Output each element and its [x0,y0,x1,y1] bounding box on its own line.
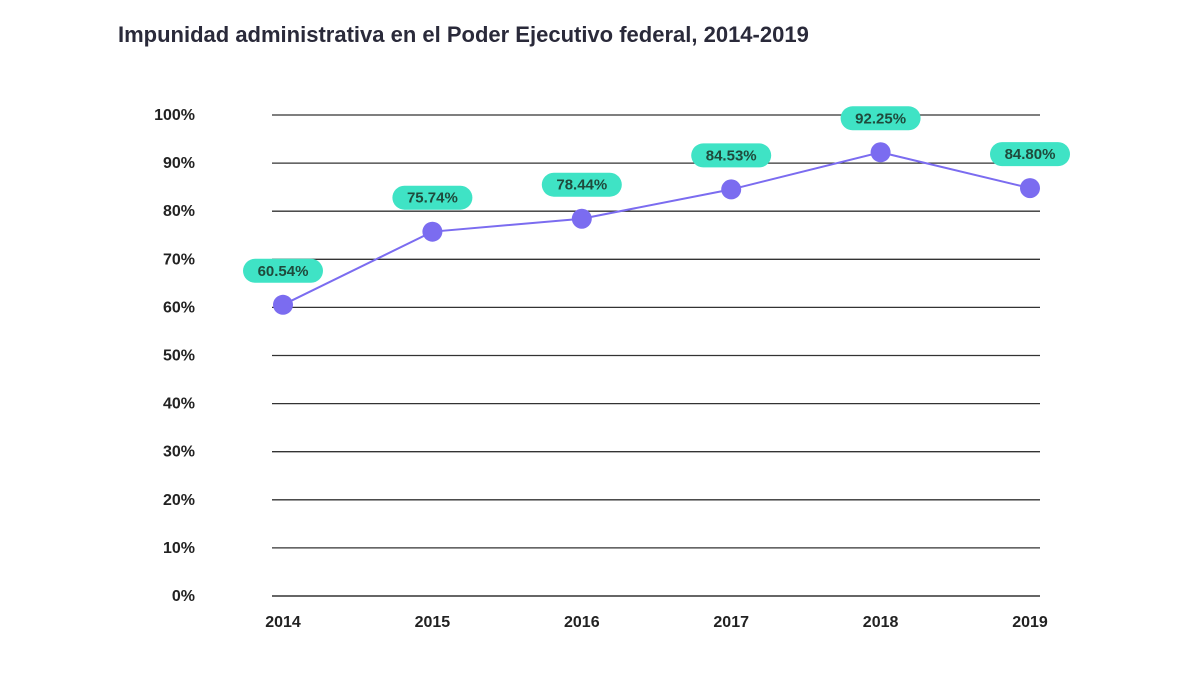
series-line-path [282,151,1031,306]
x-tick-label: 2015 [415,614,451,631]
data-label: 84.80% [1005,146,1056,163]
y-tick-label: 0% [172,588,195,605]
x-tick-label: 2019 [1012,614,1048,631]
data-label: 78.44% [556,177,607,194]
gridlines [272,114,1040,597]
y-tick-label: 10% [163,540,195,557]
data-point [1020,178,1040,199]
y-axis-ticks: 0% 10% 20% 30% 40% 50% 60% 70% 80% 90% 100% [154,107,195,605]
data-point [870,142,891,163]
y-tick-label: 70% [163,251,195,268]
data-label: 75.74% [407,190,458,207]
x-tick-label: 2017 [713,614,749,631]
y-tick-label: 30% [163,444,195,461]
x-tick-label: 2018 [863,614,899,631]
data-label-badge [392,185,473,210]
x-tick-label: 2016 [564,614,600,631]
data-label-badge [840,106,921,131]
y-tick-label: 90% [163,155,195,172]
data-labels: 60.54% 75.74% 78.44% 84.53% 92.25% 84.80% [243,106,1070,283]
y-tick-label: 60% [163,299,195,316]
data-label: 92.25% [855,110,906,127]
data-label-badge [541,172,622,197]
data-point [721,179,742,200]
y-tick-label: 80% [163,203,195,220]
series-line [282,151,1031,306]
data-label-badge [691,143,772,168]
data-label: 60.54% [258,263,309,280]
x-tick-label: 2014 [265,614,301,631]
chart-title: Impunidad administrativa en el Poder Eje… [118,22,809,47]
data-label-badge [243,258,323,283]
y-tick-label: 50% [163,348,195,365]
data-label: 84.53% [706,147,757,164]
data-points [273,142,1040,315]
y-tick-label: 40% [163,396,195,413]
data-point [422,221,443,242]
data-label-badge [990,142,1070,167]
y-tick-label: 100% [154,107,195,124]
data-point [571,208,592,229]
y-tick-label: 20% [163,492,195,509]
x-axis-ticks: 2014 2015 2016 2017 2018 2019 [265,614,1048,631]
data-point [273,294,293,315]
